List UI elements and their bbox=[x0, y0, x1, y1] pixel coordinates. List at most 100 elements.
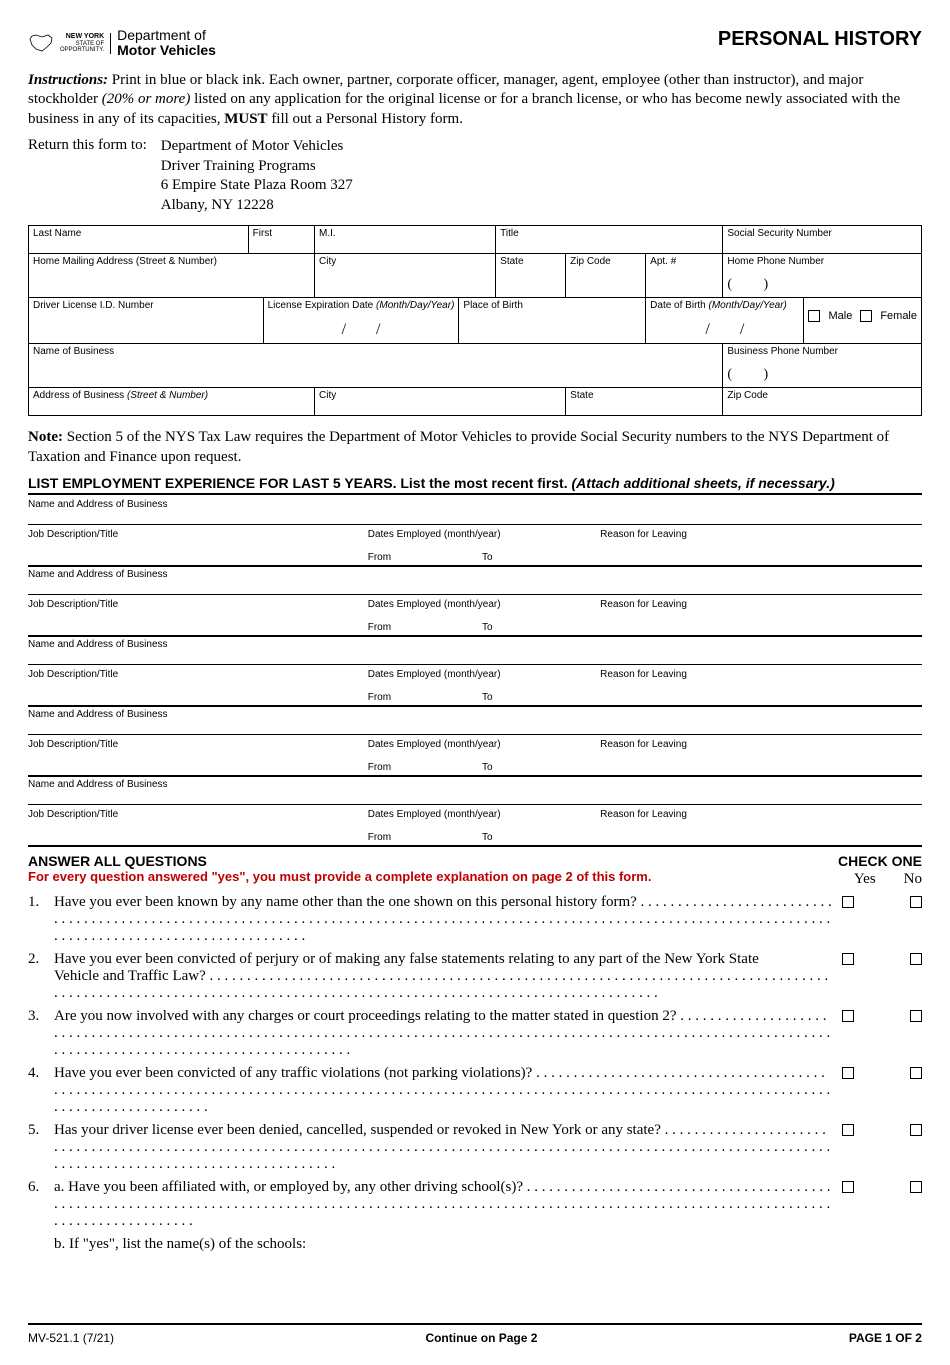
page-title: PERSONAL HISTORY bbox=[718, 28, 922, 51]
note-body: Section 5 of the NYS Tax Law requires th… bbox=[28, 429, 889, 465]
emp-row-3a: Name and Address of Business bbox=[28, 637, 922, 665]
label-dob: Date of Birth (Month/Day/Year) bbox=[650, 300, 799, 311]
q2-yes-checkbox[interactable] bbox=[842, 953, 854, 965]
q5-yes-checkbox[interactable] bbox=[842, 1124, 854, 1136]
label-dl-id: Driver License I.D. Number bbox=[33, 300, 259, 311]
emp-name-addr-label: Name and Address of Business bbox=[28, 779, 168, 790]
emp-to-label: To bbox=[482, 762, 493, 773]
label-home-addr: Home Mailing Address (Street & Number) bbox=[33, 256, 310, 267]
emp-from-label: From bbox=[368, 832, 482, 843]
q3-no-checkbox[interactable] bbox=[910, 1010, 922, 1022]
logo-sub2: OPPORTUNITY. bbox=[60, 47, 104, 54]
return-line2: Driver Training Programs bbox=[161, 157, 353, 177]
q6-num: 6. bbox=[28, 1179, 54, 1196]
label-biz-addr: Address of Business (Street & Number) bbox=[33, 390, 310, 401]
label-biz-city: City bbox=[319, 390, 561, 401]
instructions-body3: fill out a Personal History form. bbox=[268, 111, 463, 127]
question-3: 3. Are you now involved with any charges… bbox=[28, 1008, 922, 1059]
q6-yes-checkbox[interactable] bbox=[842, 1181, 854, 1193]
q3-num: 3. bbox=[28, 1008, 54, 1025]
q2-text-b: Vehicle and Traffic Law? bbox=[54, 968, 206, 984]
return-label: Return this form to: bbox=[28, 137, 147, 215]
question-4: 4. Have you ever been convicted of any t… bbox=[28, 1065, 922, 1116]
emp-reason-label: Reason for Leaving bbox=[600, 739, 687, 750]
label-biz-phone: Business Phone Number bbox=[727, 346, 917, 357]
emp-reason-label: Reason for Leaving bbox=[600, 809, 687, 820]
q2-text-a: Have you ever been convicted of perjury … bbox=[54, 951, 832, 968]
instructions-must: MUST bbox=[224, 111, 267, 127]
emp-row-5a: Name and Address of Business bbox=[28, 777, 922, 805]
q1-no-checkbox[interactable] bbox=[910, 896, 922, 908]
page-footer: MV-521.1 (7/21) Continue on Page 2 PAGE … bbox=[28, 1323, 922, 1345]
lic-exp-slashes: // bbox=[268, 321, 455, 339]
q4-no-checkbox[interactable] bbox=[910, 1067, 922, 1079]
label-biz-state: State bbox=[570, 390, 718, 401]
emp-row-4b: Job Description/Title Dates Employed (mo… bbox=[28, 735, 922, 777]
emp-name-addr-label: Name and Address of Business bbox=[28, 499, 168, 510]
instructions-lead: Instructions: bbox=[28, 72, 108, 88]
emp-dates-label: Dates Employed (month/year) bbox=[368, 739, 596, 750]
label-state: State bbox=[500, 256, 561, 267]
emp-dates-label: Dates Employed (month/year) bbox=[368, 599, 596, 610]
no-header: No bbox=[904, 871, 922, 888]
continue-text: Continue on Page 2 bbox=[425, 1331, 537, 1345]
form-id: MV-521.1 (7/21) bbox=[28, 1331, 114, 1345]
dept-line2: Motor Vehicles bbox=[117, 43, 216, 58]
emp-name-addr-label: Name and Address of Business bbox=[28, 639, 168, 650]
male-checkbox[interactable] bbox=[808, 310, 820, 322]
q2-num: 2. bbox=[28, 951, 54, 968]
emp-heading-c: (Attach additional sheets, if necessary.… bbox=[572, 475, 835, 491]
emp-job-label: Job Description/Title bbox=[28, 529, 118, 540]
label-apt: Apt. # bbox=[650, 256, 718, 267]
emp-row-1a: Name and Address of Business bbox=[28, 497, 922, 525]
q4-text: Have you ever been convicted of any traf… bbox=[54, 1065, 532, 1081]
emp-row-4a: Name and Address of Business bbox=[28, 707, 922, 735]
emp-job-label: Job Description/Title bbox=[28, 669, 118, 680]
emp-name-addr-label: Name and Address of Business bbox=[28, 569, 168, 580]
q2-no-checkbox[interactable] bbox=[910, 953, 922, 965]
q6-no-checkbox[interactable] bbox=[910, 1181, 922, 1193]
page-header: NEW YORK STATE OF OPPORTUNITY. Departmen… bbox=[28, 28, 922, 59]
yes-header: Yes bbox=[854, 871, 876, 888]
emp-row-2a: Name and Address of Business bbox=[28, 567, 922, 595]
employment-section: Name and Address of Business Job Descrip… bbox=[28, 497, 922, 847]
red-instruction: For every question answered "yes", you m… bbox=[28, 869, 651, 884]
emp-row-3b: Job Description/Title Dates Employed (mo… bbox=[28, 665, 922, 707]
return-line4: Albany, NY 12228 bbox=[161, 196, 353, 216]
page-number: PAGE 1 OF 2 bbox=[849, 1331, 922, 1345]
q5-num: 5. bbox=[28, 1122, 54, 1139]
personal-info-table: Last Name First M.I. Title Social Securi… bbox=[28, 225, 922, 416]
return-address-block: Return this form to: Department of Motor… bbox=[28, 137, 922, 215]
q1-yes-checkbox[interactable] bbox=[842, 896, 854, 908]
emp-row-1b: Job Description/Title Dates Employed (mo… bbox=[28, 525, 922, 566]
emp-to-label: To bbox=[482, 832, 493, 843]
check-one-title: CHECK ONE bbox=[838, 853, 922, 869]
question-5: 5. Has your driver license ever been den… bbox=[28, 1122, 922, 1173]
q1-num: 1. bbox=[28, 894, 54, 911]
q1-text: Have you ever been known by any name oth… bbox=[54, 894, 637, 910]
label-home-phone: Home Phone Number bbox=[727, 256, 917, 267]
ny-outline-icon bbox=[28, 33, 54, 53]
label-mi: M.I. bbox=[319, 228, 491, 239]
question-6a: 6. a. Have you been affiliated with, or … bbox=[28, 1179, 922, 1230]
emp-from-label: From bbox=[368, 552, 482, 563]
q4-yes-checkbox[interactable] bbox=[842, 1067, 854, 1079]
home-phone-paren: ( ) bbox=[727, 277, 917, 293]
label-first: First bbox=[253, 228, 310, 239]
female-checkbox[interactable] bbox=[860, 310, 872, 322]
label-last-name: Last Name bbox=[33, 228, 244, 239]
label-biz-name: Name of Business bbox=[33, 346, 718, 357]
q5-no-checkbox[interactable] bbox=[910, 1124, 922, 1136]
q6b-text: b. If "yes", list the name(s) of the sch… bbox=[54, 1236, 306, 1252]
label-ssn: Social Security Number bbox=[727, 228, 917, 239]
instructions: Instructions: Print in blue or black ink… bbox=[28, 71, 922, 130]
emp-from-label: From bbox=[368, 622, 482, 633]
emp-reason-label: Reason for Leaving bbox=[600, 529, 687, 540]
logo-block: NEW YORK STATE OF OPPORTUNITY. Departmen… bbox=[28, 28, 216, 59]
emp-reason-label: Reason for Leaving bbox=[600, 599, 687, 610]
emp-heading-b: . List the most recent first. bbox=[393, 475, 572, 491]
emp-row-5b: Job Description/Title Dates Employed (mo… bbox=[28, 805, 922, 847]
label-city: City bbox=[319, 256, 491, 267]
q3-yes-checkbox[interactable] bbox=[842, 1010, 854, 1022]
emp-job-label: Job Description/Title bbox=[28, 809, 118, 820]
